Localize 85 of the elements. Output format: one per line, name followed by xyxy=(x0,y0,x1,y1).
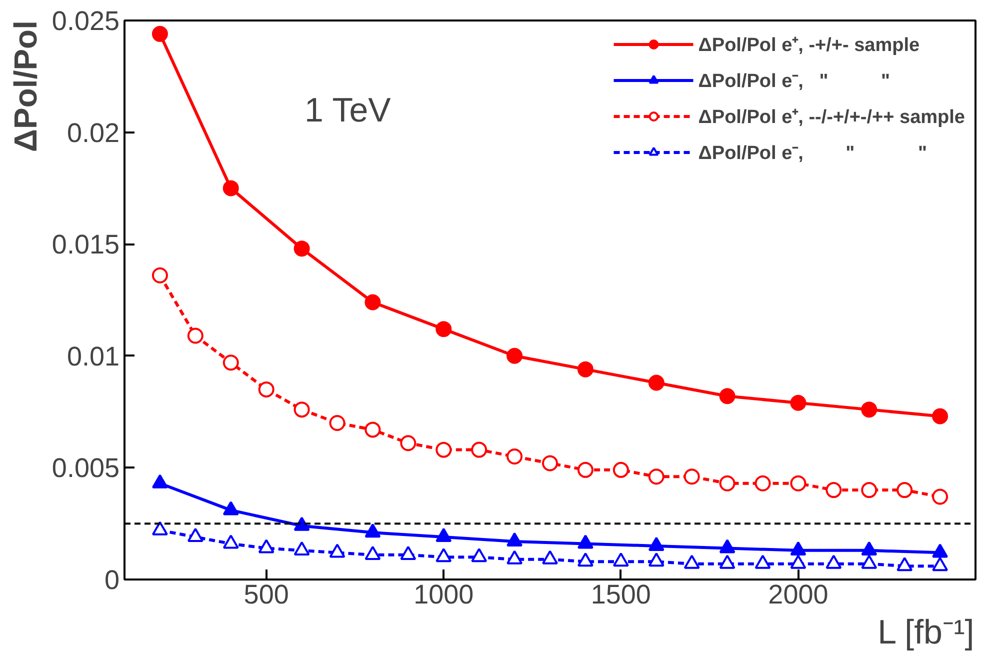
point xyxy=(790,554,806,569)
y-tick-label: 0.025 xyxy=(52,6,120,36)
point xyxy=(932,557,948,572)
point xyxy=(577,462,594,478)
point xyxy=(506,348,523,364)
legend-label: ΔPol/Pol e⁻, " " xyxy=(698,70,890,94)
point xyxy=(719,554,736,569)
y-tick-label: 0.02 xyxy=(66,118,120,148)
point xyxy=(861,402,878,418)
point xyxy=(754,554,771,569)
point xyxy=(790,394,806,411)
point xyxy=(826,554,842,569)
point xyxy=(684,468,700,485)
point xyxy=(648,536,664,551)
y-axis-title: ΔPol/Pol xyxy=(8,20,44,152)
point xyxy=(719,475,736,492)
x-tick-label: 2000 xyxy=(768,580,828,610)
point xyxy=(719,388,736,404)
point xyxy=(684,554,700,569)
x-tick-label: 1000 xyxy=(414,580,474,610)
point xyxy=(471,548,488,562)
point xyxy=(152,267,168,284)
point xyxy=(932,488,948,505)
point xyxy=(577,361,594,378)
point xyxy=(648,468,664,485)
legend-label: ΔPol/Pol e⁻, " " xyxy=(698,142,928,166)
point xyxy=(364,294,381,310)
point xyxy=(861,482,878,498)
point xyxy=(436,321,452,338)
point xyxy=(187,328,204,344)
point xyxy=(542,550,558,564)
point xyxy=(294,541,310,556)
point xyxy=(436,442,452,458)
point xyxy=(152,474,168,488)
y-tick-label: 0 xyxy=(104,565,120,595)
point xyxy=(790,475,806,492)
point xyxy=(826,482,842,498)
point xyxy=(506,448,523,465)
point xyxy=(612,552,629,567)
point xyxy=(648,552,664,567)
point xyxy=(790,541,806,556)
y-tick-label: 0.01 xyxy=(66,341,120,372)
point xyxy=(861,554,878,569)
point xyxy=(222,354,239,371)
point xyxy=(612,462,629,478)
point xyxy=(932,408,948,424)
y-tick-label: 0.005 xyxy=(52,453,120,484)
legend-label: ΔPol/Pol e⁺, --/-+/+-/++ sample xyxy=(698,106,965,130)
point xyxy=(436,548,452,562)
x-axis-title: L [fb⁻¹] xyxy=(878,614,974,652)
point xyxy=(364,523,381,538)
point xyxy=(400,435,416,452)
point xyxy=(294,516,310,531)
annotation: 1 TeV xyxy=(304,92,392,130)
point xyxy=(187,528,204,542)
x-tick-label: 1500 xyxy=(590,580,651,610)
point xyxy=(506,532,523,547)
point xyxy=(506,550,523,564)
point xyxy=(754,475,771,492)
point xyxy=(258,381,274,398)
point xyxy=(719,539,736,554)
point xyxy=(542,455,558,472)
point xyxy=(896,557,913,572)
point xyxy=(222,501,239,516)
y-tick-label: 0.015 xyxy=(52,230,120,260)
point xyxy=(364,422,381,438)
point xyxy=(329,544,346,558)
point xyxy=(648,374,664,391)
point xyxy=(258,539,274,554)
point xyxy=(932,544,948,558)
legend-label: ΔPol/Pol e⁺, -+/+- sample xyxy=(698,34,920,58)
point xyxy=(294,240,310,257)
point xyxy=(577,552,594,567)
point xyxy=(329,414,346,431)
point xyxy=(861,541,878,556)
point xyxy=(400,546,416,560)
point xyxy=(471,442,488,458)
point xyxy=(436,528,452,542)
point xyxy=(152,521,168,536)
point xyxy=(896,482,913,498)
point xyxy=(364,546,381,560)
point xyxy=(577,534,594,549)
x-tick-label: 500 xyxy=(244,580,289,610)
point xyxy=(222,534,239,549)
point xyxy=(294,402,310,418)
